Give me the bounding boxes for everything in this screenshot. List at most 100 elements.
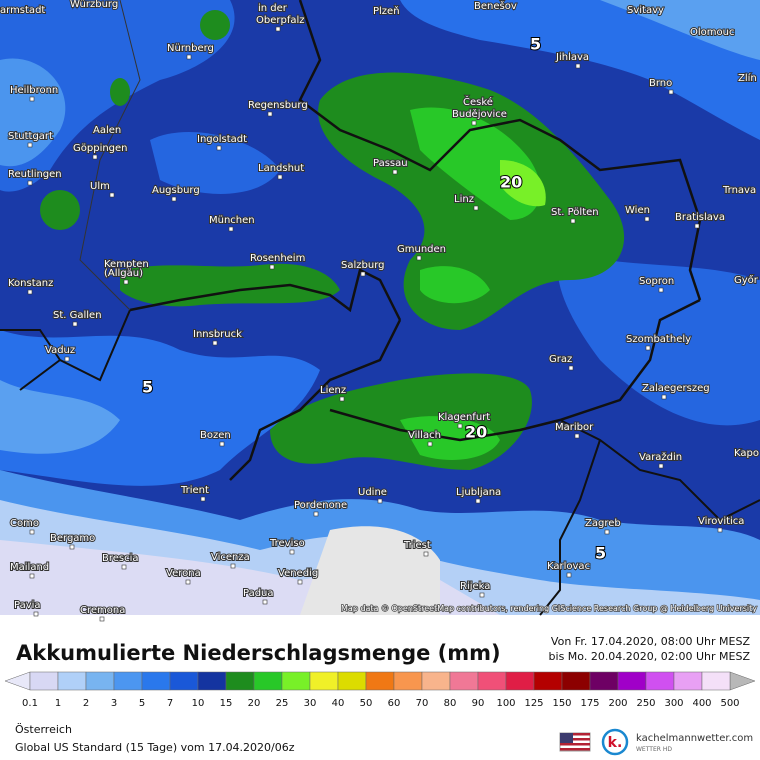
- city-label: Karlovac: [547, 561, 590, 572]
- precip-area: [400, 0, 760, 140]
- city-label: Regensburg: [248, 100, 308, 111]
- scale-box: [561, 671, 591, 691]
- city-label: Győr: [734, 274, 759, 286]
- city-dot: [568, 365, 574, 371]
- city-label: Graz: [549, 354, 572, 365]
- logo-mark: k.: [608, 735, 623, 751]
- city-dot: [575, 63, 581, 69]
- city-dot: [262, 599, 268, 605]
- city-label: Zagreb: [585, 518, 621, 529]
- city-label: München: [209, 215, 255, 226]
- city-label: Vicenza: [211, 552, 250, 563]
- city-label: Göppingen: [73, 143, 128, 154]
- city-label: Pordenone: [294, 500, 347, 511]
- scale-box: [617, 671, 647, 691]
- city-label: Nürnberg: [167, 43, 214, 54]
- city-dot: [475, 498, 481, 504]
- city-label: Vaduz: [45, 345, 75, 356]
- city-dot: [219, 441, 225, 447]
- city-label: Budějovice: [452, 108, 507, 120]
- scale-label: 250: [636, 698, 655, 709]
- sea: [300, 526, 440, 615]
- border: [0, 309, 760, 616]
- city-label: Virovitica: [698, 516, 744, 527]
- scale-box: [505, 671, 535, 691]
- scale-box: [645, 671, 675, 691]
- city-dot: [423, 551, 429, 557]
- brand-sub: WETTER HD: [636, 746, 672, 753]
- city-dot: [267, 111, 273, 117]
- city-label: St. Pölten: [551, 207, 599, 218]
- city-label: Brescia: [102, 553, 139, 564]
- city-label: Maribor: [555, 422, 594, 433]
- city-label: Klagenfurt: [438, 412, 490, 423]
- city-dot: [269, 264, 275, 270]
- model-run: Global US Standard (15 Tage) vom 17.04.2…: [15, 741, 295, 754]
- region-border: [79, 0, 141, 311]
- city-label: Landshut: [258, 163, 304, 174]
- city-label: Plzeň: [373, 5, 400, 17]
- city-label: Trient: [180, 485, 209, 496]
- city-dot: [473, 205, 479, 211]
- city-label: Rijeka: [460, 581, 490, 592]
- precip-area: [0, 58, 66, 167]
- city-dot: [123, 279, 129, 285]
- scale-box: [365, 671, 395, 691]
- city-label: Jihlava: [555, 52, 589, 63]
- scale-over: [729, 671, 756, 691]
- city-label: Venedig: [278, 568, 318, 579]
- scale-box: [197, 671, 227, 691]
- scale-label: 50: [360, 698, 373, 709]
- city-dot: [717, 527, 723, 533]
- brand: kachelmannwetter.com: [636, 733, 753, 744]
- city-dot: [566, 572, 572, 578]
- city-dot: [29, 573, 35, 579]
- city-dot: [661, 394, 667, 400]
- city-dot: [645, 345, 651, 351]
- city-dot: [33, 611, 39, 617]
- scale-label: 7: [167, 698, 173, 709]
- scale-box: [393, 671, 423, 691]
- city-dot: [186, 54, 192, 60]
- city-label: Ulm: [90, 181, 110, 192]
- city-dot: [29, 96, 35, 102]
- city-label: Innsbruck: [193, 329, 242, 340]
- attribution: Map data © OpenStreetMap contributors, r…: [341, 604, 757, 613]
- precip-area: [318, 72, 625, 330]
- city-dot: [604, 529, 610, 535]
- city-label: Szombathely: [626, 334, 691, 345]
- scale-box: [421, 671, 451, 691]
- scale-label: 200: [608, 698, 627, 709]
- city-label: Lienz: [320, 385, 346, 396]
- scale-label: 90: [472, 698, 485, 709]
- scale-box: [85, 671, 115, 691]
- city-dot: [27, 180, 33, 186]
- city-dot: [392, 169, 398, 175]
- city-label: Gmunden: [397, 244, 446, 255]
- city-dot: [668, 89, 674, 95]
- contour-label: 20: [465, 423, 487, 442]
- city-dot: [230, 563, 236, 569]
- scale-box: [533, 671, 563, 691]
- city-dot: [479, 592, 485, 598]
- city-label: armstadt: [0, 5, 45, 16]
- city-label: Bergamo: [50, 533, 95, 544]
- city-label: Svitavy: [627, 5, 664, 16]
- contour-label: 5: [530, 35, 541, 54]
- scale-label: 500: [720, 698, 739, 709]
- scale-label: 400: [692, 698, 711, 709]
- city-dot: [29, 529, 35, 535]
- scale-label: 15: [220, 698, 233, 709]
- color-scale: 0.1 1 2 3 5 7 10 15 20 25 30 40 50 60 70 80 90 100 125 150 1…: [4, 671, 756, 709]
- city-label: Triest: [403, 540, 431, 551]
- precip-area: [557, 250, 760, 426]
- city-dot: [416, 255, 422, 261]
- city-dot: [228, 226, 234, 232]
- city-dot: [574, 433, 580, 439]
- city-label: České: [463, 95, 493, 108]
- city-dot: [313, 511, 319, 517]
- city-dot: [658, 287, 664, 293]
- scale-box: [701, 671, 731, 691]
- city-label: Udine: [358, 487, 387, 498]
